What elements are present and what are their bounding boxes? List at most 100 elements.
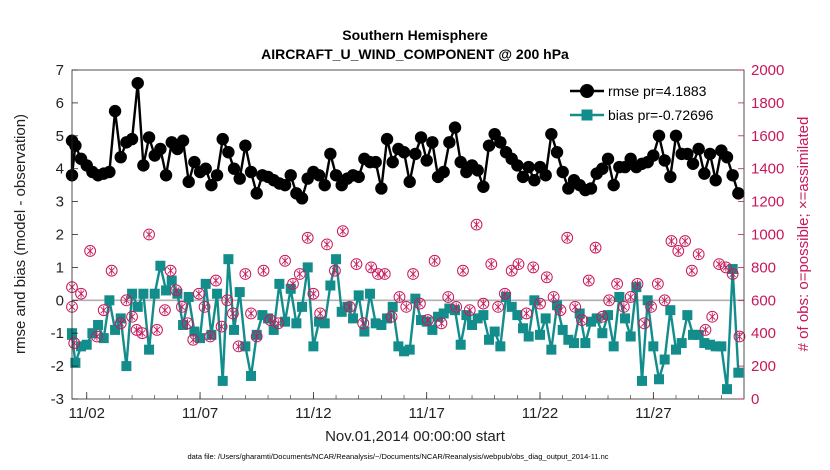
obs-possible-marker <box>151 324 163 336</box>
obs-possible-marker <box>193 287 205 300</box>
obs-possible-marker <box>596 310 609 323</box>
rmse-point <box>652 129 666 142</box>
x-axis-label: Nov.01,2014 00:00:00 start <box>325 428 506 445</box>
rmse-point <box>380 132 394 146</box>
y-tick-label: 1 <box>56 259 64 276</box>
bias-point <box>297 301 308 312</box>
obs-possible-marker <box>463 304 476 317</box>
bias-point <box>172 288 183 299</box>
rmse-point <box>199 162 212 175</box>
obs-count-point <box>450 300 463 313</box>
bias-point <box>416 315 427 326</box>
rmse-point <box>131 76 144 90</box>
obs-count-point <box>603 294 616 307</box>
obs-count-point <box>393 291 406 303</box>
rmse-point <box>227 162 241 175</box>
bias-point <box>597 328 608 339</box>
obs-count-point <box>498 287 511 300</box>
obs-possible-marker <box>97 304 110 317</box>
rmse-point <box>114 150 127 164</box>
obs-count-point <box>611 277 623 290</box>
obs-count-point <box>336 225 349 238</box>
rmse-point <box>426 136 439 149</box>
bias-point <box>314 316 325 327</box>
bias-point <box>246 370 257 381</box>
obs-possible-marker <box>120 294 133 307</box>
y-axis-right-label: # of obs: o=possible; ×=assimilated <box>795 117 812 352</box>
rmse-point <box>352 170 365 184</box>
bias-point <box>274 278 285 289</box>
bias-point <box>495 341 506 352</box>
obs-count-point <box>181 317 194 330</box>
bias-point <box>733 367 744 378</box>
bias-point <box>557 324 568 335</box>
bias-point <box>183 292 194 303</box>
y-right-tick-label: 800 <box>751 259 776 276</box>
bias-point <box>325 280 336 291</box>
bias-point <box>257 310 268 321</box>
bias-point <box>70 357 81 368</box>
obs-count-point <box>569 300 582 313</box>
rmse-point <box>244 165 258 179</box>
obs-possible-marker <box>457 264 469 277</box>
obs-count-point <box>314 307 327 320</box>
bias-point <box>529 295 540 306</box>
axes: -3 -2 -1 0 1 2 3 4 5 6 7 0 200 400 600 800 1000 1200 1400 1… <box>51 62 785 422</box>
obs-possible-marker <box>343 300 356 313</box>
obs-count-point <box>350 258 363 271</box>
bias-point <box>563 334 574 345</box>
obs-count-point <box>692 248 705 261</box>
bias-point <box>427 324 438 335</box>
bias-point <box>693 329 704 340</box>
obs-possible-marker <box>485 258 498 271</box>
series-layer <box>65 76 746 395</box>
legend-rmse-label: rmse pr=4.1883 <box>608 83 707 99</box>
obs-count-point <box>329 264 341 277</box>
obs-possible-marker <box>561 231 574 244</box>
obs-possible-marker <box>372 268 384 280</box>
obs-count-point <box>97 304 110 317</box>
bias-point <box>433 311 444 322</box>
obs-count-point <box>470 218 483 231</box>
obs-count-point <box>272 317 285 330</box>
obs-possible-marker <box>350 258 363 271</box>
obs-possible-marker <box>307 287 320 300</box>
rmse-point <box>403 175 416 189</box>
obs-possible-marker <box>181 317 194 330</box>
bias-point <box>648 341 659 352</box>
bias-point <box>535 329 546 340</box>
bias-point <box>710 341 721 352</box>
rmse-point <box>284 169 297 182</box>
obs-count-point <box>665 235 678 247</box>
bias-point <box>144 344 155 355</box>
bias-point <box>302 262 313 273</box>
rmse-point <box>596 162 609 175</box>
obs-possible-marker <box>164 264 177 277</box>
x-tick-label: 11/27 <box>635 405 671 422</box>
obs-count-point <box>505 264 518 277</box>
obs-possible-marker <box>378 268 391 280</box>
obs-possible-marker <box>204 330 217 343</box>
obs-count-point <box>385 310 398 323</box>
obs-count-point <box>726 268 739 280</box>
obs-count-point <box>120 294 133 307</box>
obs-count-point <box>413 297 426 310</box>
bias-point <box>93 319 104 330</box>
bias-point <box>104 295 115 306</box>
bias-point <box>603 310 614 321</box>
bias-point <box>331 254 342 265</box>
rmse-point <box>239 139 252 152</box>
obs-count-point <box>164 264 177 277</box>
obs-possible-marker <box>527 261 540 274</box>
obs-count-point <box>193 287 205 300</box>
bias-point <box>178 319 189 330</box>
rmse-point <box>511 159 524 172</box>
obs-possible-marker <box>603 294 616 307</box>
bias-point <box>631 282 642 293</box>
obs-possible-marker <box>279 254 291 267</box>
y-right-tick-label: 1600 <box>751 128 784 145</box>
bias-point <box>705 339 716 350</box>
obs-count-point <box>227 307 239 320</box>
rmse-point <box>137 159 150 172</box>
bias-point <box>336 306 347 317</box>
